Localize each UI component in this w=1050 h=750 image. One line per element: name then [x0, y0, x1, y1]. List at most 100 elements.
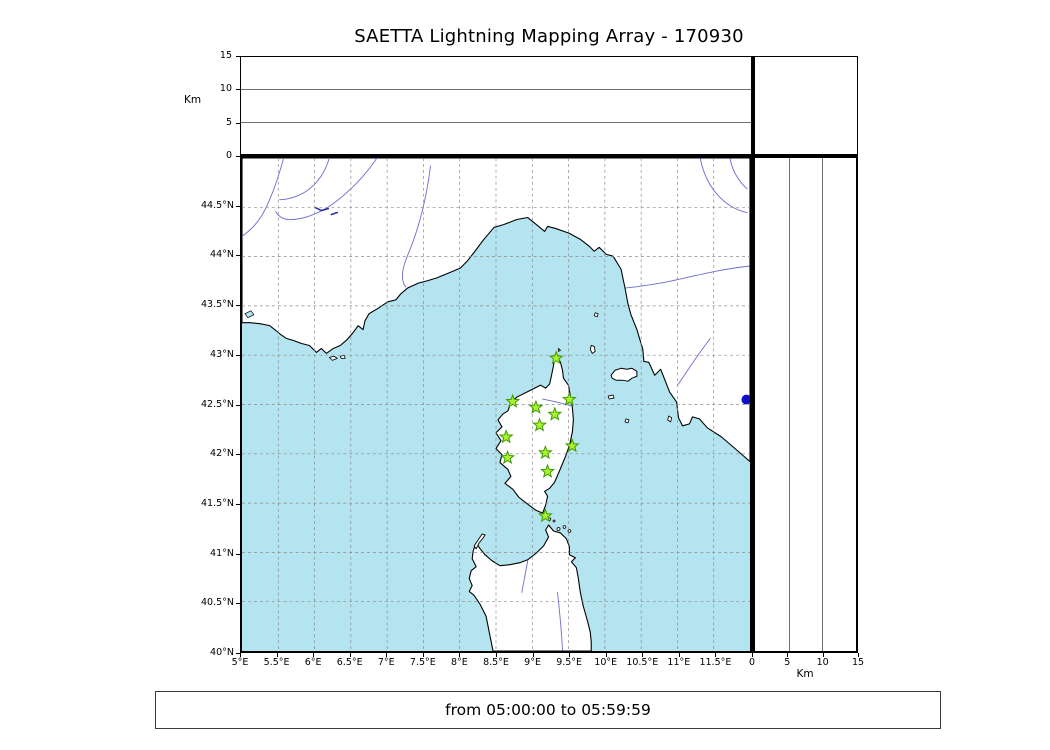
lma-station-marker	[500, 449, 516, 465]
alpine-lake	[314, 206, 330, 212]
map-y-tick-label: 40°N	[210, 647, 234, 658]
lma-station-marker	[537, 444, 553, 460]
hyeres-island-1	[328, 355, 338, 361]
river	[521, 560, 529, 593]
map-y-tickmark	[236, 503, 240, 505]
map-x-tick-label: 10.5°E	[626, 657, 659, 668]
altitude-vs-longitude-panel	[240, 56, 752, 156]
river	[275, 158, 378, 220]
map-x-tick-label: 5°E	[231, 657, 249, 668]
map-y-tickmark	[236, 454, 240, 456]
map-y-tick-label: 44.5°N	[200, 199, 234, 211]
map-x-tick-label: 7.5°E	[409, 657, 436, 668]
map-x-tickmark	[422, 653, 424, 657]
lma-station-marker	[532, 417, 548, 432]
maddalena-islet-1	[556, 527, 561, 531]
map-y-tick-label: 43°N	[210, 348, 234, 360]
river	[279, 158, 330, 201]
map-x-tickmark	[678, 653, 680, 657]
map-x-tick-label: 10°E	[594, 657, 618, 668]
station-markers	[498, 350, 750, 523]
altitude-y-tickmark	[236, 56, 240, 57]
lma-station-marker	[547, 406, 563, 421]
river	[729, 158, 748, 190]
map-x-tickmark	[642, 653, 644, 657]
altitude-y-tick-label: 5	[225, 116, 232, 128]
map-x-tick-label: 5.5°E	[263, 657, 290, 668]
map-x-tick-label: 7°E	[377, 657, 395, 668]
map-x-tickmark	[349, 653, 351, 657]
lma-station-marker	[540, 463, 555, 478]
map-y-tick-label: 44°N	[210, 249, 234, 261]
altitude-x-tickmark	[822, 653, 824, 657]
map-y-tick-label: 43.5°N	[200, 299, 234, 311]
river	[557, 592, 563, 651]
map-y-tickmark	[236, 354, 240, 356]
map-x-tick-label: 11°E	[667, 657, 691, 668]
map-y-tick-label: 42.5°N	[200, 398, 234, 410]
coastline-sardinia	[468, 524, 592, 651]
altitude-y-tickmark	[236, 156, 240, 157]
lma-station-marker	[498, 429, 514, 444]
altitude-axis-label-left: Km	[184, 94, 202, 106]
lma-station-marker	[537, 508, 553, 523]
altitude-x-tick-label: 15	[851, 657, 865, 668]
etang-de-berre-lagoon	[244, 310, 255, 319]
maddalena-islet-2	[562, 525, 567, 529]
map-y-tickmark	[236, 603, 240, 605]
map-y-tick-label: 41.5°N	[200, 497, 234, 509]
corner-panel	[752, 56, 858, 156]
giglio-island	[667, 415, 673, 423]
map	[242, 158, 750, 651]
map-y-tickmark	[236, 205, 240, 207]
altitude-x-tickmark	[752, 653, 753, 657]
map-x-tick-label: 8°E	[451, 657, 468, 668]
altitude-y-tickmark	[236, 122, 240, 124]
map-y-tickmark	[236, 653, 240, 654]
asinara-island	[473, 533, 486, 550]
map-x-tick-label: 6°E	[304, 657, 322, 668]
time-range-box: from 05:00:00 to 05:59:59	[155, 691, 941, 729]
map-x-tickmark	[386, 653, 388, 657]
alpine-lake	[330, 211, 339, 216]
cavallo-islet	[552, 519, 556, 523]
gorgona-island	[593, 312, 599, 318]
altitude-x-tick-label: 5	[784, 657, 791, 668]
map-x-tick-label: 11.5°E	[699, 657, 732, 668]
map-x-tickmark	[459, 653, 461, 657]
hyeres-island-2	[339, 355, 346, 359]
map-y-tick-label: 42°N	[210, 448, 234, 460]
map-x-tick-label: 9°E	[524, 657, 541, 668]
river	[542, 398, 572, 407]
river	[625, 265, 750, 289]
map-x-tick-label: 6.5°E	[336, 657, 363, 668]
map-x-tickmark	[605, 653, 607, 657]
river	[401, 165, 431, 288]
page-title: SAETTA Lightning Mapping Array - 170930	[354, 26, 744, 47]
maddalena-islet-3	[567, 529, 572, 533]
altitude-axis-label-bottom: Km	[796, 668, 814, 680]
giraglia-islet	[558, 348, 561, 352]
map-x-tickmark	[532, 653, 534, 657]
lma-station-marker	[505, 393, 521, 408]
map-y-tick-label: 41°N	[210, 547, 234, 559]
map-x-tickmark	[240, 653, 241, 657]
map-x-tickmark	[313, 653, 315, 657]
altitude-y-tickmark	[236, 89, 240, 91]
map-y-tickmark	[236, 305, 240, 307]
pianosa-island	[607, 394, 615, 400]
lma-station-marker	[548, 350, 564, 365]
capraia-island	[589, 345, 596, 354]
montecristo-island	[624, 418, 630, 424]
map-x-tickmark	[715, 653, 717, 657]
coastline-continental-europe	[242, 158, 750, 463]
map-x-tickmark	[496, 653, 497, 657]
map-x-tickmark	[276, 653, 278, 657]
data-point-marker	[741, 394, 750, 405]
altitude-y-tick-label: 0	[225, 150, 232, 161]
altitude-gridline-10km	[822, 158, 824, 651]
lma-station-marker	[561, 391, 577, 406]
river	[699, 158, 748, 214]
lma-station-marker	[528, 399, 544, 414]
